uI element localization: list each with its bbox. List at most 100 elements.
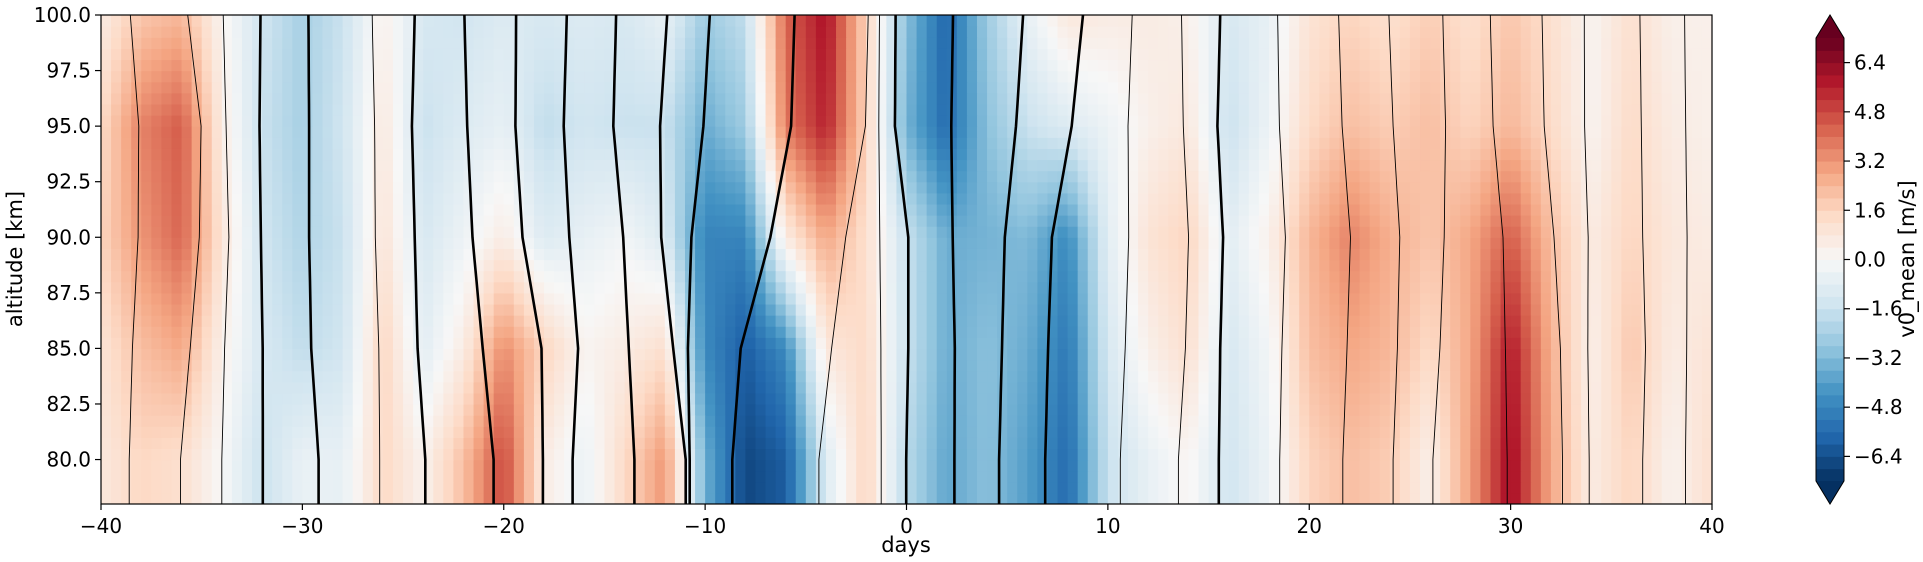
field-cell	[453, 215, 465, 227]
field-cell	[805, 481, 817, 494]
field-cell	[775, 215, 787, 227]
field-cell	[1279, 381, 1290, 394]
field-cell	[554, 459, 565, 472]
field-cell	[1228, 437, 1240, 450]
field-cell	[1490, 426, 1502, 438]
field-cell	[795, 337, 807, 350]
field-cell	[1450, 170, 1461, 183]
field-cell	[1138, 270, 1149, 283]
field-cell	[1450, 448, 1461, 461]
field-cell	[1208, 159, 1220, 172]
field-cell	[735, 403, 746, 416]
field-cell	[916, 237, 928, 249]
field-cell	[1581, 326, 1592, 338]
field-cell	[322, 337, 334, 350]
field-cell	[423, 337, 434, 350]
field-cell	[1238, 259, 1250, 272]
field-cell	[453, 237, 465, 249]
field-cell	[1158, 326, 1169, 338]
field-cell	[483, 437, 495, 450]
field-cell	[906, 459, 918, 472]
field-cell	[1228, 259, 1240, 272]
field-cell	[523, 370, 535, 383]
field-cell	[1329, 481, 1341, 494]
field-cell	[423, 437, 434, 450]
field-cell	[1309, 181, 1320, 194]
field-cell	[554, 359, 565, 372]
field-cell	[1601, 181, 1612, 194]
field-cell	[121, 270, 132, 283]
field-cell	[1591, 426, 1602, 438]
field-cell	[322, 470, 334, 483]
field-cell	[997, 470, 1008, 483]
field-cell	[433, 403, 444, 416]
field-cell	[1510, 248, 1522, 261]
field-cell	[987, 492, 998, 504]
field-cell	[664, 215, 676, 227]
field-cell	[473, 237, 485, 249]
field-cell	[302, 292, 314, 305]
field-cell	[544, 181, 555, 194]
field-cell	[342, 281, 354, 294]
field-cell	[433, 326, 444, 338]
field-cell	[372, 437, 384, 450]
field-cell	[1591, 437, 1602, 450]
field-cell	[1581, 370, 1592, 383]
field-cell	[483, 237, 495, 249]
field-cell	[1067, 448, 1079, 461]
field-cell	[1248, 270, 1260, 283]
field-cell	[1067, 415, 1079, 427]
field-cell	[1691, 237, 1703, 249]
field-cell	[453, 326, 465, 338]
field-cell	[523, 170, 535, 183]
field-cell	[634, 392, 646, 405]
field-cell	[836, 170, 847, 183]
field-cell	[1389, 203, 1401, 216]
field-cell	[503, 248, 515, 261]
field-cell	[1017, 259, 1028, 272]
field-cell	[191, 359, 203, 372]
field-cell	[1258, 237, 1270, 249]
field-cell	[695, 203, 706, 216]
field-cell	[1581, 248, 1592, 261]
field-cell	[1500, 448, 1512, 461]
field-cell	[1430, 403, 1441, 416]
field-cell	[1409, 481, 1421, 494]
field-cell	[775, 159, 787, 172]
field-cell	[1409, 403, 1421, 416]
field-cell	[1168, 237, 1179, 249]
field-cell	[241, 159, 253, 172]
field-cell	[1631, 181, 1643, 194]
field-cell	[161, 481, 173, 494]
field-cell	[856, 492, 867, 504]
field-cell	[1268, 470, 1280, 483]
field-cell	[111, 170, 122, 183]
field-cell	[252, 470, 263, 483]
field-cell	[352, 148, 364, 161]
field-cell	[332, 470, 344, 483]
field-cell	[1560, 192, 1572, 205]
field-cell	[121, 415, 132, 427]
field-cell	[624, 303, 636, 316]
field-cell	[906, 337, 918, 350]
field-cell	[1661, 270, 1673, 283]
field-cell	[805, 437, 817, 450]
field-cell	[695, 270, 706, 283]
field-cell	[362, 492, 374, 504]
field-cell	[1500, 203, 1512, 216]
field-cell	[1107, 303, 1119, 316]
field-cell	[1409, 237, 1421, 249]
field-cell	[513, 303, 525, 316]
field-cell	[161, 237, 173, 249]
field-cell	[1299, 437, 1310, 450]
field-cell	[1017, 237, 1028, 249]
field-cell	[1107, 392, 1119, 405]
field-cell	[1087, 248, 1099, 261]
field-cell	[1661, 381, 1673, 394]
field-cell	[1440, 415, 1451, 427]
field-cell	[604, 292, 616, 305]
field-cell	[644, 226, 656, 238]
field-cell	[201, 181, 213, 194]
field-cell	[513, 270, 525, 283]
field-cell	[584, 348, 595, 361]
